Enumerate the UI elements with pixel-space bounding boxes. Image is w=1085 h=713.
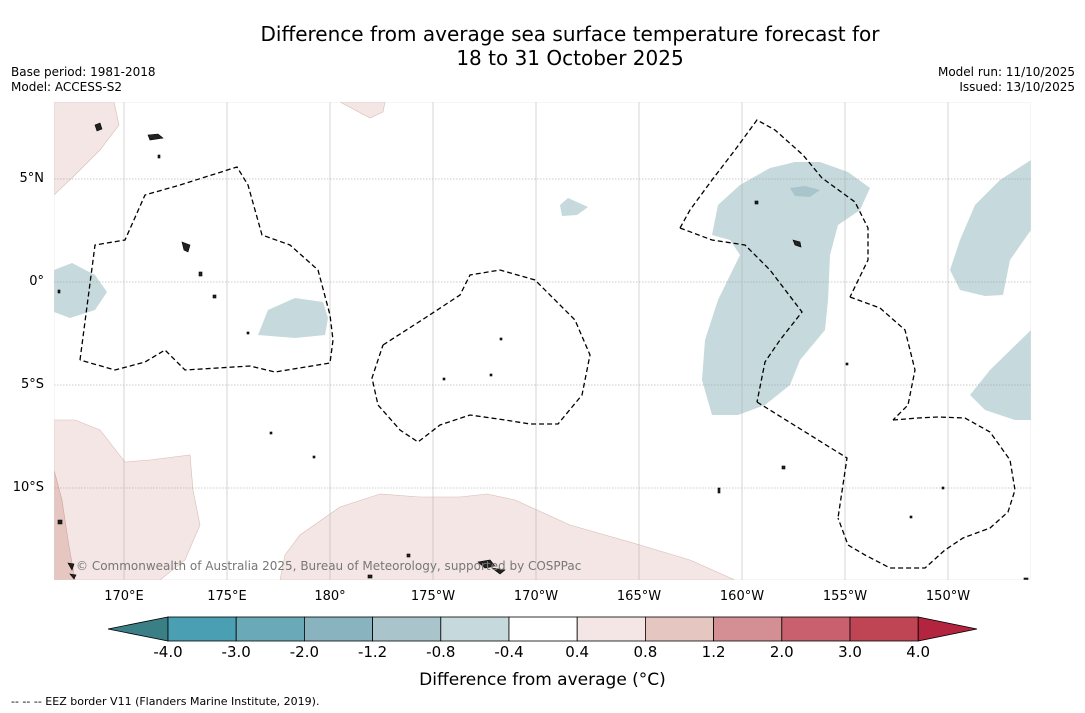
- colorbar-extend-high: [917, 616, 978, 642]
- lon-label-175w: 175°W: [410, 589, 456, 604]
- eez-boundary-inner: [679, 227, 803, 403]
- map-title: Difference from average sea surface temp…: [0, 22, 1085, 70]
- model-name: Model: ACCESS-S2: [11, 80, 123, 94]
- eez-tokelau: [371, 269, 591, 443]
- lat-label-5n: 5°N: [19, 171, 45, 186]
- cool-region-west: [54, 263, 107, 318]
- colorbar-tick-label: -2.0: [289, 643, 320, 661]
- colorbar-cell: [372, 616, 442, 642]
- lon-label-175e: 175°E: [207, 589, 247, 604]
- meta-left: Base period: 1981-2018 Model: ACCESS-S2: [11, 65, 156, 95]
- eez-borders: [79, 119, 1016, 569]
- warm-region-northwest: [54, 102, 120, 196]
- lat-label-0: 0°: [29, 274, 44, 289]
- colorbar-tick-label: -4.0: [153, 643, 183, 661]
- eez-kiribati-west: [79, 166, 334, 373]
- eez-boundary-south: [756, 401, 848, 519]
- base-period: Base period: 1981-2018: [11, 65, 156, 79]
- cool-region-central-west: [258, 298, 328, 338]
- cool-region-east-tongue: [702, 162, 870, 415]
- eez-line-islands-south: [849, 296, 916, 421]
- colorbar-cells: [107, 616, 978, 642]
- colorbar-cell: [645, 616, 715, 642]
- colorbar-tick-label: 3.0: [838, 643, 862, 661]
- colorbar-tick-label: 0.8: [633, 643, 658, 661]
- lat-label-5s: 5°S: [20, 377, 44, 392]
- cool-region-far-east-north: [950, 160, 1031, 296]
- colorbar-cell: [303, 616, 373, 642]
- colorbar-extend-low: [107, 616, 169, 642]
- title-line-1: Difference from average sea surface temp…: [260, 22, 880, 46]
- colorbar-cell: [781, 616, 851, 642]
- gridlines: [54, 178, 1031, 489]
- cool-region-far-east-south: [970, 330, 1031, 420]
- warm-region-southwest: [54, 419, 201, 580]
- lat-label-10s: 10°S: [12, 480, 44, 495]
- lon-label-150w: 150°W: [925, 589, 971, 604]
- colorbar-cell: [713, 616, 783, 642]
- colorbar-tick-label: -3.0: [221, 643, 251, 661]
- issued-date: Issued: 13/10/2025: [959, 80, 1075, 94]
- colorbar-cell: [440, 616, 510, 642]
- sst-anomaly-map: [54, 102, 1031, 580]
- model-run: Model run: 11/10/2025: [937, 65, 1075, 79]
- meta-right: Model run: 11/10/2025 Issued: 13/10/2025: [938, 65, 1075, 95]
- warm-region-north-patch: [339, 102, 386, 119]
- colorbar-cell: [849, 616, 919, 642]
- colorbar-cell: [235, 616, 305, 642]
- colorbar-label: Difference from average (°C): [419, 670, 666, 690]
- lon-label-155w: 155°W: [822, 589, 868, 604]
- title-line-2: 18 to 31 October 2025: [456, 46, 684, 70]
- eez-cook-islands: [837, 416, 1016, 569]
- eez-line-islands: [679, 119, 869, 298]
- colorbar-tick-label: 2.0: [769, 643, 794, 661]
- warm-region-southwest-strong: [54, 469, 76, 580]
- cool-region-small: [560, 198, 588, 216]
- lon-label-180: 180°: [314, 589, 346, 604]
- colorbar-tick-label: -0.8: [426, 643, 456, 661]
- colorbar-cell: [167, 616, 237, 642]
- copyright-notice: © Commonwealth of Australia 2025, Bureau…: [76, 559, 582, 573]
- colorbar-cell: [508, 616, 578, 642]
- colorbar-tick-label: 1.2: [701, 643, 726, 661]
- map-background: [54, 102, 1031, 580]
- colorbar-cell: [576, 616, 646, 642]
- meridians: [123, 102, 949, 580]
- cool-region-east-core: [790, 186, 820, 197]
- colorbar-tick-label: -0.4: [494, 643, 524, 661]
- colorbar-tick-label: 4.0: [906, 643, 931, 661]
- colorbar-tick-label: 0.4: [565, 643, 590, 661]
- lon-label-170w: 170°W: [513, 589, 559, 604]
- warm-region-south: [279, 493, 736, 580]
- colorbar-tick-label: -1.2: [357, 643, 388, 661]
- lon-label-160w: 160°W: [719, 589, 765, 604]
- lon-label-170e: 170°E: [104, 589, 144, 604]
- islands: [57, 122, 1029, 580]
- eez-footnote: -- -- -- EEZ border V11 (Flanders Marine…: [11, 695, 320, 708]
- lon-label-165w: 165°W: [616, 589, 662, 604]
